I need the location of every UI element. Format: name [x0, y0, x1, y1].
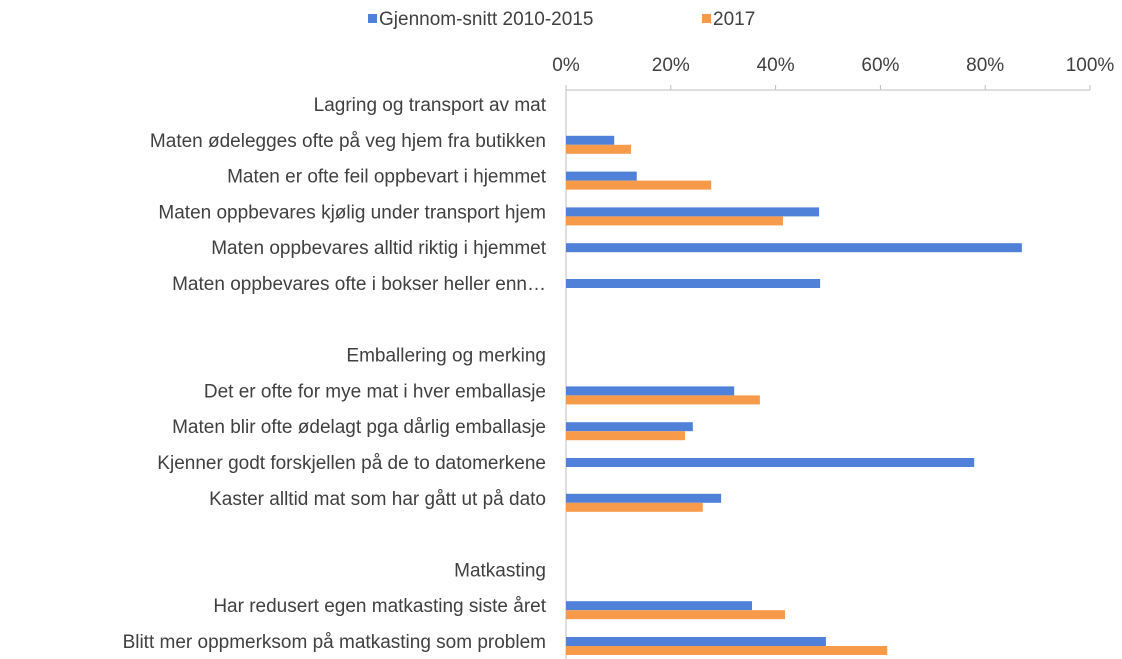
bar: [566, 493, 722, 503]
x-tick-label: 80%: [966, 55, 1004, 76]
y-tick-label: Maten oppbevares ofte i bokser heller en…: [172, 274, 546, 295]
y-tick-label: Kjenner godt forskjellen på de to datome…: [157, 453, 546, 474]
bar: [566, 135, 615, 145]
bar: [566, 422, 693, 432]
bar: [566, 216, 783, 226]
legend-label: 2017: [713, 9, 755, 30]
legend-swatch: [702, 14, 711, 23]
y-tick-label: Blitt mer oppmerksom på matkasting som p…: [123, 632, 546, 653]
bar: [566, 386, 735, 396]
bar: [566, 637, 826, 646]
bar: [566, 144, 631, 154]
x-tick-label: 20%: [652, 55, 690, 76]
bar: [566, 395, 760, 405]
bar: [566, 207, 820, 217]
y-tick-label: Det er ofte for mye mat i hver emballasj…: [204, 381, 546, 402]
y-tick-label: Emballering og merking: [346, 346, 546, 367]
y-tick-label: Maten blir ofte ødelagt pga dårlig embal…: [172, 417, 546, 438]
y-tick-label: Lagring og transport av mat: [314, 95, 547, 116]
x-tick-label: 40%: [757, 55, 795, 76]
y-tick-label: Maten ødelegges ofte på veg hjem fra but…: [150, 131, 546, 152]
y-tick-label: Maten er ofte feil oppbevart i hjemmet: [227, 167, 547, 188]
bar: [566, 610, 786, 620]
x-tick-label: 0%: [552, 55, 580, 76]
bar: [566, 243, 1022, 253]
bar: [566, 180, 712, 190]
y-tick-label: Maten oppbevares kjølig under transport …: [158, 202, 546, 223]
bar: [566, 279, 821, 288]
bar: [566, 171, 637, 181]
y-tick-label: Kaster alltid mat som har gått ut på dat…: [209, 489, 546, 510]
bar: [566, 646, 888, 655]
x-tick-label: 60%: [861, 55, 899, 76]
x-tick-label: 100%: [1066, 55, 1115, 76]
legend-swatch: [368, 14, 377, 23]
legend-label: Gjennom-snitt 2010-2015: [379, 9, 593, 30]
y-tick-label: Matkasting: [454, 560, 546, 581]
bar: [566, 601, 753, 611]
bar: [566, 458, 975, 467]
bar: [566, 431, 685, 441]
y-tick-label: Har redusert egen matkasting siste året: [213, 596, 546, 617]
y-tick-label: Maten oppbevares alltid riktig i hjemmet: [211, 238, 546, 259]
bar: [566, 502, 703, 512]
